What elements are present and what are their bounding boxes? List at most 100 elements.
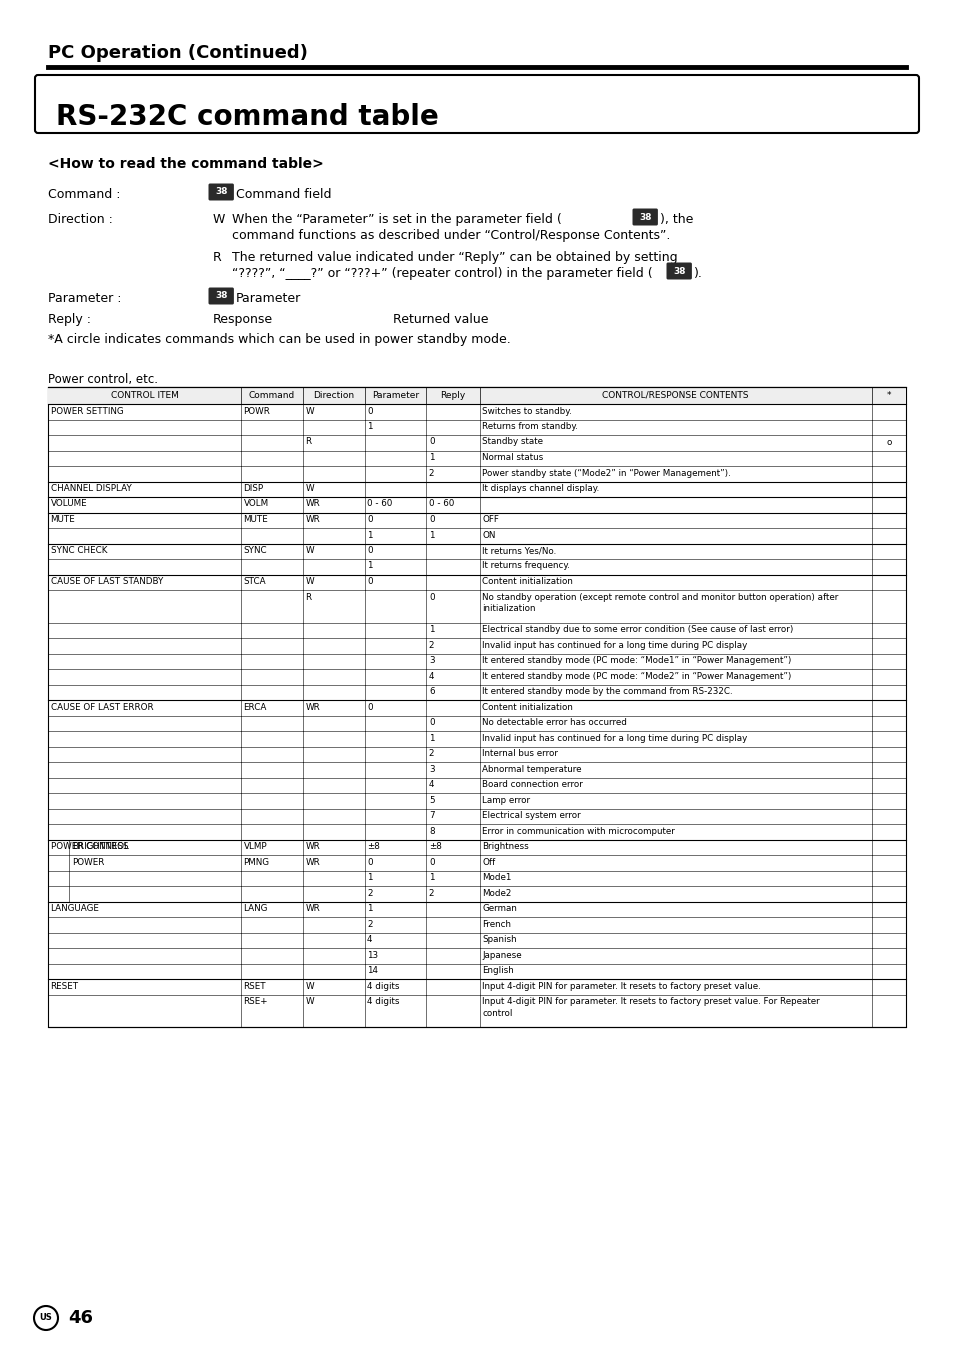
Text: 0: 0 — [429, 858, 434, 866]
Text: WR: WR — [305, 500, 320, 508]
Text: Internal bus error: Internal bus error — [481, 748, 558, 758]
Text: 38: 38 — [214, 292, 227, 300]
Text: 7: 7 — [429, 811, 434, 820]
Text: W: W — [305, 997, 314, 1006]
FancyBboxPatch shape — [209, 184, 233, 200]
Text: Power control, etc.: Power control, etc. — [48, 373, 158, 386]
Text: Lamp error: Lamp error — [481, 796, 530, 805]
Text: CAUSE OF LAST ERROR: CAUSE OF LAST ERROR — [51, 703, 153, 712]
Text: DISP: DISP — [243, 484, 263, 493]
FancyBboxPatch shape — [632, 208, 658, 226]
Text: 1: 1 — [367, 422, 373, 431]
Text: Reply: Reply — [440, 390, 465, 400]
Text: Electrical standby due to some error condition (See cause of last error): Electrical standby due to some error con… — [481, 626, 793, 634]
Text: Off: Off — [481, 858, 495, 866]
Text: MUTE: MUTE — [243, 515, 268, 524]
Text: Abnormal temperature: Abnormal temperature — [481, 765, 581, 774]
Text: It returns Yes/No.: It returns Yes/No. — [481, 546, 556, 555]
Text: 0: 0 — [367, 515, 373, 524]
Text: Japanese: Japanese — [481, 951, 521, 959]
Text: command functions as described under “Control/Response Contents”.: command functions as described under “Co… — [232, 230, 670, 242]
Text: No detectable error has occurred: No detectable error has occurred — [481, 717, 626, 727]
Text: 6: 6 — [429, 688, 434, 696]
Text: WR: WR — [305, 515, 320, 524]
Text: US: US — [40, 1313, 52, 1323]
Text: 1: 1 — [367, 904, 373, 913]
Text: PMNG: PMNG — [243, 858, 270, 866]
Text: 4: 4 — [429, 671, 434, 681]
Text: Brightness: Brightness — [481, 842, 528, 851]
Text: *: * — [885, 390, 890, 400]
Text: RESET: RESET — [51, 982, 78, 990]
Text: BRIGHTNESS: BRIGHTNESS — [72, 842, 129, 851]
Text: ).: ). — [693, 267, 702, 280]
Text: POWER: POWER — [72, 858, 105, 866]
Text: Electrical system error: Electrical system error — [481, 811, 580, 820]
Text: Parameter :: Parameter : — [48, 292, 121, 305]
Text: POWER SETTING: POWER SETTING — [51, 407, 123, 416]
Text: It entered standby mode by the command from RS-232C.: It entered standby mode by the command f… — [481, 688, 732, 696]
Text: 0: 0 — [429, 593, 434, 601]
Text: 2: 2 — [429, 889, 434, 897]
Text: 2: 2 — [429, 640, 434, 650]
Text: Returns from standby.: Returns from standby. — [481, 422, 578, 431]
Text: CAUSE OF LAST STANDBY: CAUSE OF LAST STANDBY — [51, 577, 163, 586]
Text: 3: 3 — [429, 765, 434, 774]
Text: o: o — [885, 438, 891, 447]
Text: Command field: Command field — [235, 188, 331, 201]
Text: SYNC CHECK: SYNC CHECK — [51, 546, 107, 555]
Text: W: W — [305, 407, 314, 416]
Text: 1: 1 — [429, 873, 434, 882]
Text: It returns frequency.: It returns frequency. — [481, 562, 569, 570]
Text: W: W — [305, 577, 314, 586]
Text: Reply :: Reply : — [48, 313, 91, 326]
Text: It displays channel display.: It displays channel display. — [481, 484, 598, 493]
Text: Direction: Direction — [313, 390, 354, 400]
Text: Error in communication with microcomputer: Error in communication with microcompute… — [481, 827, 674, 835]
Text: Parameter: Parameter — [235, 292, 301, 305]
Text: WR: WR — [305, 904, 320, 913]
Text: Content initialization: Content initialization — [481, 703, 573, 712]
Text: WR: WR — [305, 703, 320, 712]
Text: R: R — [305, 438, 311, 446]
Text: Content initialization: Content initialization — [481, 577, 573, 586]
Text: It entered standby mode (PC mode: “Mode2” in “Power Management”): It entered standby mode (PC mode: “Mode2… — [481, 671, 791, 681]
Text: RSET: RSET — [243, 982, 266, 990]
Text: WR: WR — [305, 858, 320, 866]
Bar — [48, 386, 905, 1027]
Text: “????”, “____?” or “???+” (repeater control) in the parameter field (: “????”, “____?” or “???+” (repeater cont… — [232, 267, 652, 280]
Text: 0: 0 — [429, 717, 434, 727]
Text: ERCA: ERCA — [243, 703, 267, 712]
Text: PC Operation (Continued): PC Operation (Continued) — [48, 45, 308, 62]
Text: OFF: OFF — [481, 515, 498, 524]
Text: STCA: STCA — [243, 577, 266, 586]
Text: 0: 0 — [367, 703, 373, 712]
Text: Response: Response — [213, 313, 273, 326]
Text: 38: 38 — [672, 266, 685, 276]
Text: VOLM: VOLM — [243, 500, 269, 508]
Text: No standby operation (except remote control and monitor button operation) after
: No standby operation (except remote cont… — [481, 593, 838, 613]
Text: SYNC: SYNC — [243, 546, 267, 555]
Text: Parameter: Parameter — [372, 390, 418, 400]
Text: W: W — [213, 213, 225, 226]
Text: 38: 38 — [639, 212, 651, 222]
Text: 0: 0 — [429, 515, 434, 524]
Text: 0: 0 — [367, 407, 373, 416]
Text: 0: 0 — [367, 577, 373, 586]
Text: 1: 1 — [367, 562, 373, 570]
FancyBboxPatch shape — [209, 288, 233, 304]
Text: MUTE: MUTE — [51, 515, 75, 524]
Text: 4 digits: 4 digits — [367, 982, 399, 990]
Text: 1: 1 — [367, 531, 373, 539]
Text: VOLUME: VOLUME — [51, 500, 87, 508]
Text: 13: 13 — [367, 951, 377, 959]
Text: RSE+: RSE+ — [243, 997, 268, 1006]
Text: 0: 0 — [429, 438, 434, 446]
Text: 0 - 60: 0 - 60 — [429, 500, 454, 508]
Text: 2: 2 — [429, 469, 434, 477]
Text: CONTROL/RESPONSE CONTENTS: CONTROL/RESPONSE CONTENTS — [601, 390, 748, 400]
Text: Invalid input has continued for a long time during PC display: Invalid input has continued for a long t… — [481, 734, 746, 743]
Text: 2: 2 — [429, 748, 434, 758]
Text: 38: 38 — [214, 188, 227, 196]
Text: ±8: ±8 — [429, 842, 441, 851]
